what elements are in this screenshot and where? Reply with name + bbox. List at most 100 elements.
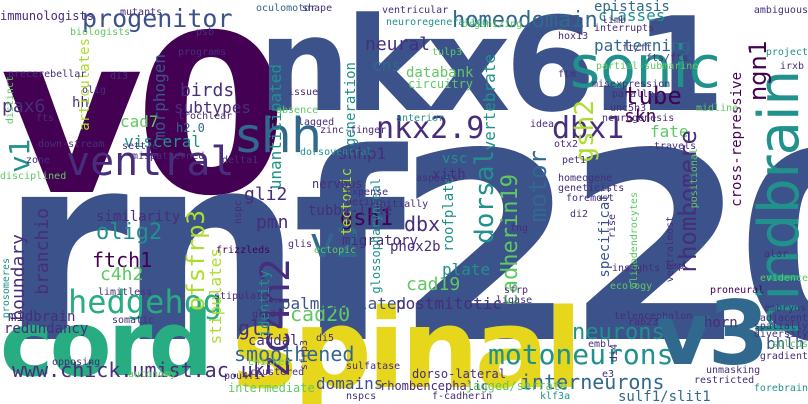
word-forebrain: forebrain [753, 383, 808, 394]
word-e3: e3 [602, 369, 615, 380]
word-limitless: limitless [98, 287, 153, 298]
word-di2: di2 [570, 209, 589, 220]
word-prosomeres: prosomeres [1, 258, 12, 319]
word-patterning: patterning [594, 36, 691, 55]
word-birds: birds [180, 80, 235, 101]
word-travels: travels [654, 141, 697, 152]
word-hox13: hox13 [558, 31, 589, 42]
word-ligase: ligase [496, 295, 533, 306]
word-xith: xith [432, 167, 466, 183]
word-dorsal: dorsal [470, 150, 500, 244]
word-branchio: branchio [32, 208, 53, 295]
word-rab23: rab23 [628, 317, 659, 328]
word-mispatterned: mispatterned [132, 151, 205, 162]
word-delta1: delta1 [222, 155, 259, 166]
word-opposing: opposing [52, 357, 101, 368]
word-phox2b: phox2b [390, 239, 441, 255]
word-gli3: gli3 [252, 309, 277, 320]
word-redundancy: redundancy [4, 321, 89, 337]
word-dbx: dbx [404, 212, 441, 236]
word-gli2: gli2 [244, 184, 288, 205]
word-embryos: embryos [764, 303, 807, 314]
word-settle: settle [122, 141, 159, 152]
word-v2: v2 [310, 218, 362, 267]
word-cad19: cad19 [406, 274, 461, 295]
word-alar: alar [764, 249, 789, 260]
word-ventral: ventral [66, 139, 235, 185]
word-rise: rise [607, 214, 618, 239]
word-sonic: sonic [570, 33, 721, 101]
word-klf3a: klf3a [540, 391, 571, 402]
word-pet1: pet1 [562, 155, 587, 166]
word-frizzleds: frizzleds [216, 245, 271, 256]
word-databank: databank [406, 65, 474, 81]
word-restricted: restricted [694, 375, 755, 386]
word-somatic: somatic [112, 315, 155, 326]
word-proneural: proneural [710, 285, 765, 296]
word-rhombencephalic: rhombencephalic [380, 379, 489, 393]
word-ftch1: ftch1 [92, 248, 153, 272]
word-progenitor: progenitor [82, 4, 233, 33]
word-autonomy: autonomy [128, 369, 177, 380]
word-ecology: ecology [610, 281, 653, 292]
word-skn: skn [624, 106, 657, 127]
word-lagged: lagged [298, 117, 335, 128]
word-nspc: nspc [233, 200, 244, 225]
word-evidence: evidence [759, 273, 808, 284]
word-di4: di4 [609, 344, 620, 363]
word-nkx2-9: nkx2.9 [376, 111, 485, 146]
word-tube: tube [624, 82, 682, 110]
word-ectopic: ectopic [314, 245, 357, 256]
word-homeodomain: homeodomain [452, 8, 598, 33]
word-hedgehog: hedgehog [68, 283, 223, 321]
word-sulcus: sulcus [771, 339, 808, 350]
word-limb: limb [602, 15, 627, 26]
word-gsh1: gsh1 [340, 206, 393, 231]
word-cad7: cad7 [120, 112, 159, 131]
word-programs: programs [178, 47, 227, 58]
word-ambiguous: ambiguous [753, 5, 808, 16]
word-epistasis: epistasis [594, 0, 670, 15]
word-adjacent: adjacent [759, 313, 808, 324]
word-spatially: spatially [753, 321, 808, 332]
word-chicken: chicken [248, 357, 291, 368]
word-biologists: biologists [70, 27, 131, 38]
word-visceral: visceral [124, 132, 202, 151]
word-boundary: boundary [8, 234, 29, 321]
word-domains: domains [316, 374, 384, 393]
word-vsc: vsc [442, 151, 468, 167]
word-cord: cord [0, 292, 213, 397]
word-cross-repressive: cross-repressive [729, 72, 745, 207]
word-distinct: distinct [5, 76, 16, 125]
word-migratory: migratory [342, 233, 418, 249]
word-glis: glis [288, 239, 313, 250]
word-project: project [765, 47, 808, 58]
word-neuroregeneration: neuroregeneration [386, 17, 489, 28]
word-otx2: otx2 [554, 139, 579, 150]
word-gsh2: gsh2 [570, 100, 600, 163]
word-derive: derive [346, 197, 383, 208]
word-fts: fts [36, 113, 55, 124]
word-classes: classes [598, 6, 666, 25]
word-unc5h3: unc5h3 [610, 103, 647, 114]
word-ventricular: ventricular [382, 5, 449, 16]
word-spinal: spinal [232, 285, 582, 404]
word-partial-submarine: partial-submarine [596, 61, 699, 72]
word-bhlh: bhlh [766, 334, 805, 353]
word-embl: embl [588, 339, 613, 350]
word-down-stream: down-stream [38, 139, 105, 150]
word-insights: insights [612, 263, 661, 274]
word-hindbrain: hindbrain [747, 70, 808, 337]
word-jagged-serrate: jagged/serrate [466, 379, 568, 393]
word-fng: fng [510, 223, 529, 234]
word-mutants: mutants [120, 7, 163, 18]
word-zinc-finger: zinc-finger [320, 125, 387, 136]
word-sulfatase: sulfatase [346, 361, 401, 372]
word-midbrain: midbrain [8, 309, 76, 325]
word-fts-fts: fts/fts [646, 53, 689, 64]
word-clustered: clustered [250, 367, 305, 378]
word-misexpression: misexpression [592, 79, 671, 90]
word-di3: di3 [110, 71, 129, 82]
word-pou4f1: pou4f1 [224, 371, 261, 382]
word-subtypes: subtypes [174, 98, 252, 117]
